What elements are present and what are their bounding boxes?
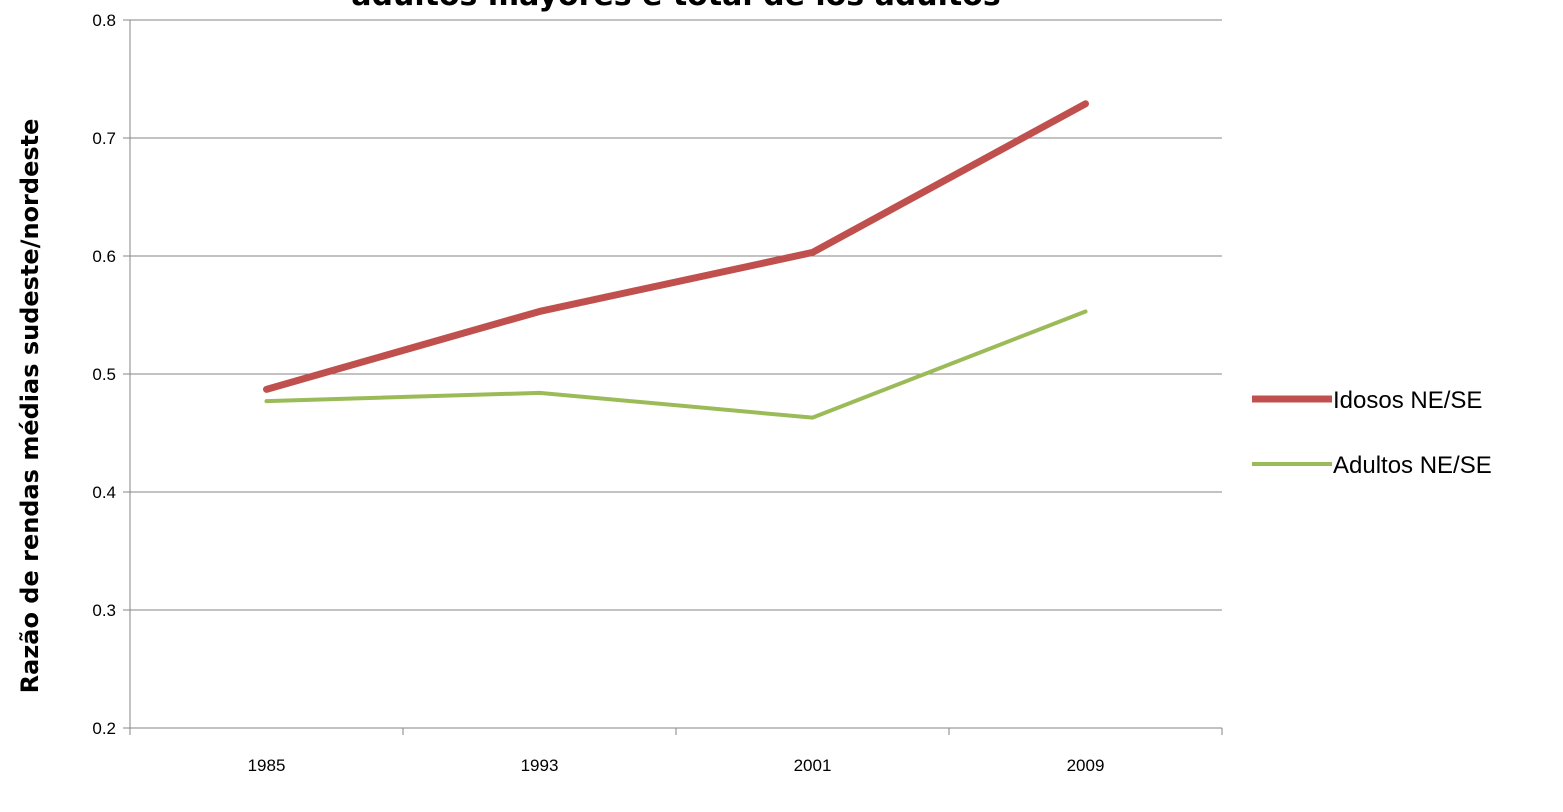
y-tick-label: 0.7 [92,129,116,148]
series-line-2 [264,309,1088,420]
y-tick-label: 0.6 [92,247,116,266]
y-tick-label: 0.4 [92,483,116,502]
legend-label: Idosos NE/SE [1333,387,1482,414]
x-tick-label: 2001 [794,756,832,775]
x-tick-label: 1993 [521,756,559,775]
y-tick-label: 0.8 [92,11,116,30]
x-tick-label: 1985 [248,756,286,775]
y-tick-label: 0.3 [92,601,116,620]
series-line-1 [263,100,1089,393]
legend-label: Adultos NE/SE [1333,452,1492,479]
chart-title: adultos mayores e total de los adultos [130,0,1222,13]
x-tick-label: 2009 [1067,756,1105,775]
y-tick-label: 0.5 [92,365,116,384]
y-tick-label: 0.2 [92,719,116,738]
